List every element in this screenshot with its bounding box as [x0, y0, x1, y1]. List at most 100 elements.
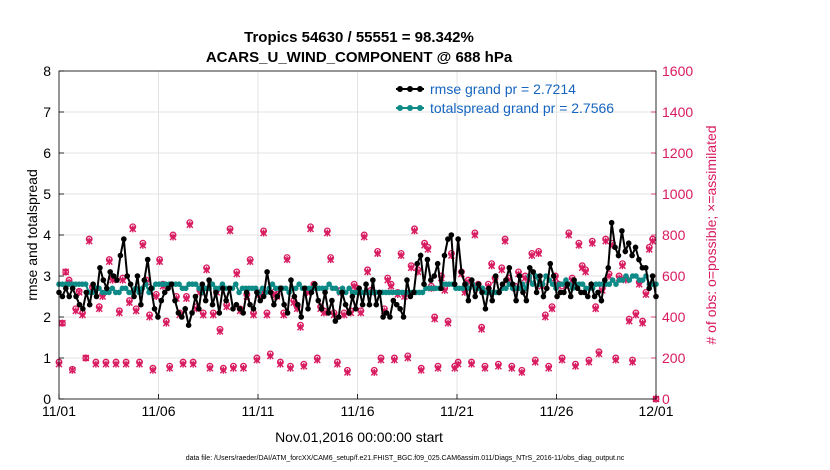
rmse-point	[615, 252, 622, 259]
rmse-point	[520, 289, 526, 296]
rmse-point	[179, 314, 185, 320]
spread-point	[219, 281, 226, 288]
rmse-point	[584, 293, 591, 300]
x-tick-label: 11/21	[440, 403, 474, 419]
spread-point	[419, 289, 426, 296]
assimilated-obs-point	[471, 231, 479, 239]
assimilated-obs-point	[169, 233, 177, 241]
assimilated-obs-point	[454, 360, 462, 368]
rmse-point	[571, 277, 577, 283]
assimilated-obs-point	[478, 325, 486, 333]
rmse-point	[523, 297, 530, 304]
rmse-point	[80, 306, 86, 312]
spread-point	[269, 281, 276, 288]
assimilated-obs-point	[209, 311, 217, 319]
spread-point	[116, 289, 122, 296]
legend-spread-marker	[407, 105, 413, 111]
assimilated-obs-point	[340, 311, 348, 319]
assimilated-obs-point	[572, 362, 580, 370]
assimilated-obs-point	[649, 237, 657, 245]
rmse-point	[414, 260, 421, 267]
rmse-point	[243, 289, 250, 296]
assimilated-obs-point	[531, 358, 539, 366]
rmse-point	[254, 289, 260, 296]
rmse-point	[127, 281, 134, 288]
assimilated-obs-point	[501, 237, 509, 245]
assimilated-obs-point	[162, 319, 170, 327]
x-tick-label: 11/26	[540, 403, 574, 419]
assimilated-obs-point	[313, 356, 321, 364]
rmse-point	[619, 228, 625, 234]
assimilated-obs-point	[223, 303, 231, 311]
assimilated-obs-point	[481, 364, 489, 372]
rmse-point	[554, 293, 560, 300]
rmse-point	[165, 285, 171, 292]
assimilated-obs-point	[296, 323, 304, 331]
spread-point	[346, 285, 352, 292]
rmse-point	[301, 285, 308, 292]
rmse-point	[544, 285, 550, 292]
rmse-point	[492, 273, 499, 279]
rmse-point	[315, 297, 322, 304]
assimilated-obs-point	[343, 368, 351, 376]
spread-point	[339, 285, 346, 292]
assimilated-obs-point	[370, 368, 378, 376]
x-axis-label: Nov.01,2016 00:00:00 start	[275, 429, 443, 445]
assimilated-obs-point	[199, 311, 207, 319]
rmse-point	[298, 314, 305, 320]
assimilated-obs-point	[95, 305, 103, 313]
spread-point	[236, 289, 242, 296]
rmse-point	[547, 260, 554, 267]
assimilated-obs-point	[300, 362, 308, 370]
rmse-point	[148, 285, 154, 292]
rmse-point	[277, 285, 284, 292]
rmse-point	[206, 277, 212, 283]
assimilated-obs-point	[135, 360, 143, 368]
rmse-point	[312, 281, 318, 288]
assimilated-obs-point	[541, 313, 549, 321]
assimilated-obs-point	[307, 225, 315, 233]
rmse-point	[192, 293, 199, 300]
rmse-point	[209, 301, 216, 308]
rmse-point	[274, 293, 281, 300]
rmse-point	[189, 310, 195, 316]
rmse-point	[612, 244, 618, 251]
rmse-point	[646, 285, 652, 292]
y-left-tick-label: 7	[43, 104, 51, 120]
rmse-point	[247, 301, 253, 308]
rmse-point	[475, 281, 482, 288]
rmse-point	[404, 277, 410, 283]
assimilated-obs-point	[206, 364, 214, 372]
assimilated-obs-point	[488, 262, 496, 270]
rmse-point	[97, 265, 103, 271]
spread-point	[613, 281, 619, 288]
assimilated-obs-point	[92, 360, 100, 368]
plot-frame	[58, 70, 657, 400]
y-left-tick-label: 3	[43, 268, 51, 284]
assimilated-obs-point	[602, 237, 610, 245]
rmse-point	[540, 293, 547, 300]
x-tick-label: 12/01	[638, 403, 673, 419]
rmse-point	[598, 297, 605, 304]
rmse-point	[397, 306, 403, 312]
assimilated-obs-point	[364, 268, 372, 276]
rmse-point	[564, 281, 571, 288]
assimilated-obs-point	[592, 305, 600, 313]
assimilated-obs-point	[105, 258, 113, 266]
rmse-point	[588, 281, 594, 288]
assimilated-obs-point	[588, 239, 596, 247]
rmse-point	[421, 281, 427, 288]
spread-point	[82, 281, 89, 288]
rmse-point	[370, 277, 376, 283]
assimilated-obs-point	[558, 356, 566, 364]
assimilated-obs-point	[186, 221, 194, 229]
assimilated-obs-point	[253, 356, 261, 364]
spread-point	[232, 281, 239, 288]
assimilated-obs-point	[139, 241, 147, 249]
assimilated-obs-point	[645, 245, 653, 253]
y-axis-left-label: rmse and totalspread	[24, 169, 40, 301]
assimilated-obs-point	[508, 364, 516, 372]
rmse-point	[257, 297, 264, 304]
rmse-point	[329, 297, 335, 304]
assimilated-obs-point	[333, 360, 341, 368]
